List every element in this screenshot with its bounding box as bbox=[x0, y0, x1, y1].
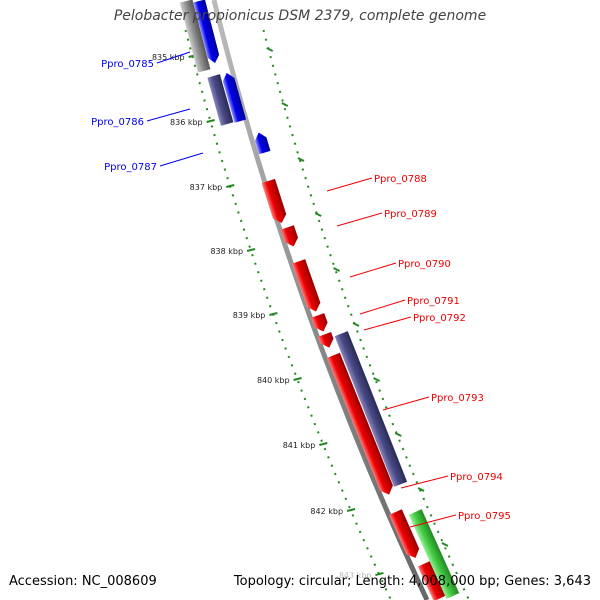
gene-ppro-0787-arrow[interactable] bbox=[253, 131, 271, 155]
gene-ppro-0789-arrow[interactable] bbox=[280, 225, 301, 248]
cog-band-feature[interactable] bbox=[334, 331, 408, 487]
kbp-tick-mark bbox=[226, 184, 235, 188]
cog-band-feature[interactable] bbox=[207, 74, 234, 126]
gene-label-ppro-0794[interactable]: Ppro_0794 bbox=[450, 472, 503, 483]
kbp-tick-label: 838 kbp bbox=[210, 247, 243, 256]
outer-ring-tick bbox=[352, 322, 360, 327]
outer-ring-tick bbox=[297, 157, 305, 162]
gene-label-leader bbox=[363, 316, 412, 331]
gene-label-ppro-0795[interactable]: Ppro_0795 bbox=[458, 511, 511, 522]
gene-label-ppro-0789[interactable]: Ppro_0789 bbox=[384, 209, 437, 220]
cog-band-feature[interactable] bbox=[179, 0, 211, 73]
gene-label-ppro-0793[interactable]: Ppro_0793 bbox=[431, 393, 484, 404]
genome-summary: Topology: circular; Length: 4,008,000 bp… bbox=[233, 574, 591, 589]
gene-ppro-0793-arrow[interactable] bbox=[326, 352, 396, 497]
gene-ppro-0795-arrow[interactable] bbox=[417, 560, 447, 600]
kbp-tick-label: 836 kbp bbox=[170, 118, 203, 127]
gene-label-leader bbox=[336, 212, 383, 227]
kbp-tick-mark bbox=[246, 248, 256, 252]
inner-dotted-ring bbox=[184, 29, 392, 600]
rna-feature[interactable] bbox=[408, 509, 460, 599]
gene-ppro-0790-arrow[interactable] bbox=[291, 259, 323, 314]
outer-ring-tick bbox=[417, 487, 425, 492]
gene-label-leader bbox=[382, 396, 430, 411]
kbp-tick-mark bbox=[346, 508, 356, 512]
kbp-tick-label: 843 kbp bbox=[339, 571, 372, 580]
gene-ppro-0786-arrow[interactable] bbox=[221, 71, 247, 123]
gene-ppro-0792-arrow[interactable] bbox=[317, 332, 336, 350]
gene-ppro-0788-arrow[interactable] bbox=[261, 178, 289, 225]
gene-label-leader bbox=[146, 108, 191, 122]
kbp-tick-mark bbox=[206, 119, 215, 123]
gene-label-leader bbox=[349, 262, 397, 278]
gene-label-ppro-0787[interactable]: Ppro_0787 bbox=[104, 162, 157, 173]
gene-label-ppro-0790[interactable]: Ppro_0790 bbox=[398, 259, 451, 270]
kbp-tick-label: 837 kbp bbox=[190, 183, 223, 192]
kbp-tick-mark bbox=[375, 572, 384, 576]
kbp-tick-label: 835 kbp bbox=[152, 53, 185, 62]
gene-label-ppro-0792[interactable]: Ppro_0792 bbox=[413, 313, 466, 324]
kbp-tick-label: 839 kbp bbox=[233, 311, 266, 320]
outer-ring-tick bbox=[281, 102, 289, 107]
outer-ring-tick bbox=[394, 432, 402, 437]
outer-ring-tick bbox=[314, 212, 322, 217]
gene-label-ppro-0791[interactable]: Ppro_0791 bbox=[407, 296, 460, 307]
gene-label-ppro-0786[interactable]: Ppro_0786 bbox=[91, 117, 144, 128]
gene-label-leader bbox=[156, 51, 191, 64]
accession-label: Accession: NC_008609 bbox=[9, 574, 157, 589]
gene-label-leader bbox=[359, 299, 406, 315]
gene-label-leader bbox=[400, 475, 449, 489]
outer-ring-tick bbox=[333, 267, 340, 272]
kbp-tick-mark bbox=[319, 442, 328, 446]
kbp-tick-mark bbox=[269, 312, 278, 316]
kbp-tick-label: 841 kbp bbox=[283, 441, 316, 450]
gene-label-leader bbox=[159, 152, 204, 167]
outer-ring-tick bbox=[266, 47, 274, 52]
kbp-tick-label: 840 kbp bbox=[257, 376, 290, 385]
gene-ppro-0785-arrow[interactable] bbox=[193, 0, 221, 64]
kbp-tick-label: 842 kbp bbox=[310, 507, 343, 516]
map-title: Pelobacter propionicus DSM 2379, complet… bbox=[113, 8, 487, 24]
outer-dotted-ring bbox=[262, 29, 470, 600]
gene-label-leader bbox=[409, 514, 457, 528]
gene-label-leader bbox=[326, 177, 373, 192]
gene-ppro-0791-arrow[interactable] bbox=[311, 313, 330, 334]
outer-ring-tick bbox=[441, 542, 449, 547]
gene-ppro-0794-arrow[interactable] bbox=[389, 509, 422, 560]
gene-label-ppro-0788[interactable]: Ppro_0788 bbox=[374, 174, 427, 185]
gene-label-ppro-0785[interactable]: Ppro_0785 bbox=[101, 59, 154, 70]
outer-ring-tick bbox=[373, 377, 381, 382]
kbp-tick-mark bbox=[293, 377, 302, 381]
